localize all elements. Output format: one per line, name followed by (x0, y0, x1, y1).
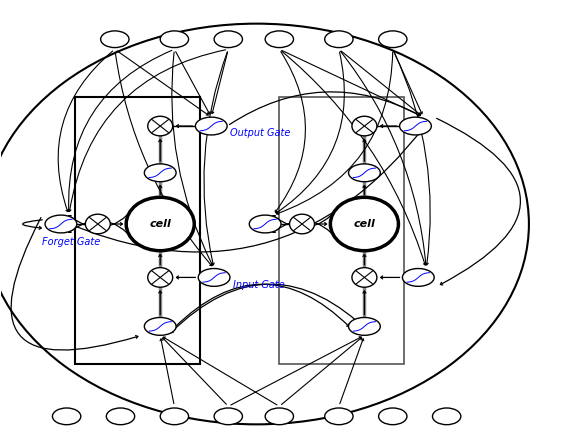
FancyArrowPatch shape (67, 50, 172, 211)
Ellipse shape (107, 408, 135, 425)
FancyArrowPatch shape (363, 254, 366, 265)
FancyArrowPatch shape (394, 52, 422, 114)
FancyArrowPatch shape (231, 337, 361, 405)
Ellipse shape (249, 215, 281, 233)
FancyArrowPatch shape (341, 52, 427, 265)
FancyArrowPatch shape (381, 125, 397, 128)
FancyArrowPatch shape (317, 223, 327, 225)
FancyArrowPatch shape (230, 92, 420, 125)
FancyArrowPatch shape (437, 118, 520, 285)
FancyArrowPatch shape (159, 185, 162, 194)
Ellipse shape (196, 117, 227, 135)
Ellipse shape (52, 408, 81, 425)
FancyArrowPatch shape (273, 220, 339, 241)
Ellipse shape (402, 268, 434, 286)
Ellipse shape (144, 164, 176, 182)
FancyArrowPatch shape (363, 291, 366, 315)
FancyArrowPatch shape (211, 52, 227, 113)
FancyArrowPatch shape (340, 339, 364, 404)
FancyArrowPatch shape (282, 338, 361, 405)
Ellipse shape (348, 164, 380, 182)
FancyArrowPatch shape (113, 223, 123, 225)
FancyArrowPatch shape (175, 284, 349, 327)
FancyArrowPatch shape (177, 276, 196, 279)
Ellipse shape (433, 408, 461, 425)
Circle shape (352, 116, 377, 136)
Ellipse shape (265, 408, 294, 425)
FancyArrowPatch shape (273, 207, 339, 228)
FancyArrowPatch shape (159, 291, 162, 315)
Ellipse shape (378, 31, 407, 47)
Circle shape (148, 267, 173, 287)
Circle shape (86, 214, 111, 234)
Bar (279, 97, 404, 364)
Text: cell: cell (149, 219, 171, 229)
FancyArrowPatch shape (159, 254, 162, 265)
FancyArrowPatch shape (117, 51, 208, 115)
FancyArrowPatch shape (177, 125, 193, 128)
Ellipse shape (348, 318, 380, 335)
FancyArrowPatch shape (381, 276, 400, 279)
Text: Forget Gate: Forget Gate (42, 237, 100, 247)
FancyArrowPatch shape (282, 51, 426, 265)
Ellipse shape (144, 318, 176, 335)
FancyArrowPatch shape (172, 52, 213, 265)
FancyArrowPatch shape (276, 52, 344, 213)
Bar (75, 97, 200, 364)
FancyArrowPatch shape (204, 52, 227, 265)
Ellipse shape (45, 215, 77, 233)
FancyArrowPatch shape (164, 337, 277, 405)
Text: Output Gate: Output Gate (230, 128, 290, 138)
Text: cell: cell (353, 219, 376, 229)
Ellipse shape (101, 31, 129, 47)
FancyArrowPatch shape (23, 220, 42, 229)
Ellipse shape (160, 408, 189, 425)
Circle shape (290, 214, 315, 234)
FancyArrowPatch shape (276, 52, 393, 215)
FancyArrowPatch shape (171, 284, 370, 333)
Ellipse shape (198, 268, 230, 286)
FancyArrowPatch shape (160, 339, 174, 404)
Text: Input Gate: Input Gate (233, 280, 284, 290)
FancyArrowPatch shape (69, 207, 135, 228)
FancyArrowPatch shape (163, 338, 226, 404)
Ellipse shape (378, 408, 407, 425)
Ellipse shape (400, 117, 431, 135)
Ellipse shape (214, 408, 242, 425)
FancyArrowPatch shape (176, 52, 210, 114)
Circle shape (126, 197, 194, 251)
FancyArrowPatch shape (394, 52, 430, 265)
FancyArrowPatch shape (69, 220, 135, 241)
FancyArrowPatch shape (115, 52, 211, 266)
FancyArrowPatch shape (341, 51, 421, 115)
Circle shape (148, 116, 173, 136)
FancyArrowPatch shape (68, 50, 226, 211)
FancyArrowPatch shape (282, 51, 420, 116)
Ellipse shape (265, 31, 294, 47)
Circle shape (331, 197, 398, 251)
Ellipse shape (325, 408, 353, 425)
Circle shape (352, 267, 377, 287)
FancyArrowPatch shape (11, 218, 138, 350)
Ellipse shape (160, 31, 189, 47)
FancyArrowPatch shape (275, 52, 306, 212)
Ellipse shape (214, 31, 242, 47)
FancyArrowPatch shape (56, 124, 426, 252)
FancyArrowPatch shape (363, 140, 366, 161)
Ellipse shape (325, 31, 353, 47)
FancyArrowPatch shape (159, 140, 162, 161)
FancyArrowPatch shape (363, 185, 366, 194)
FancyArrowPatch shape (58, 51, 113, 211)
